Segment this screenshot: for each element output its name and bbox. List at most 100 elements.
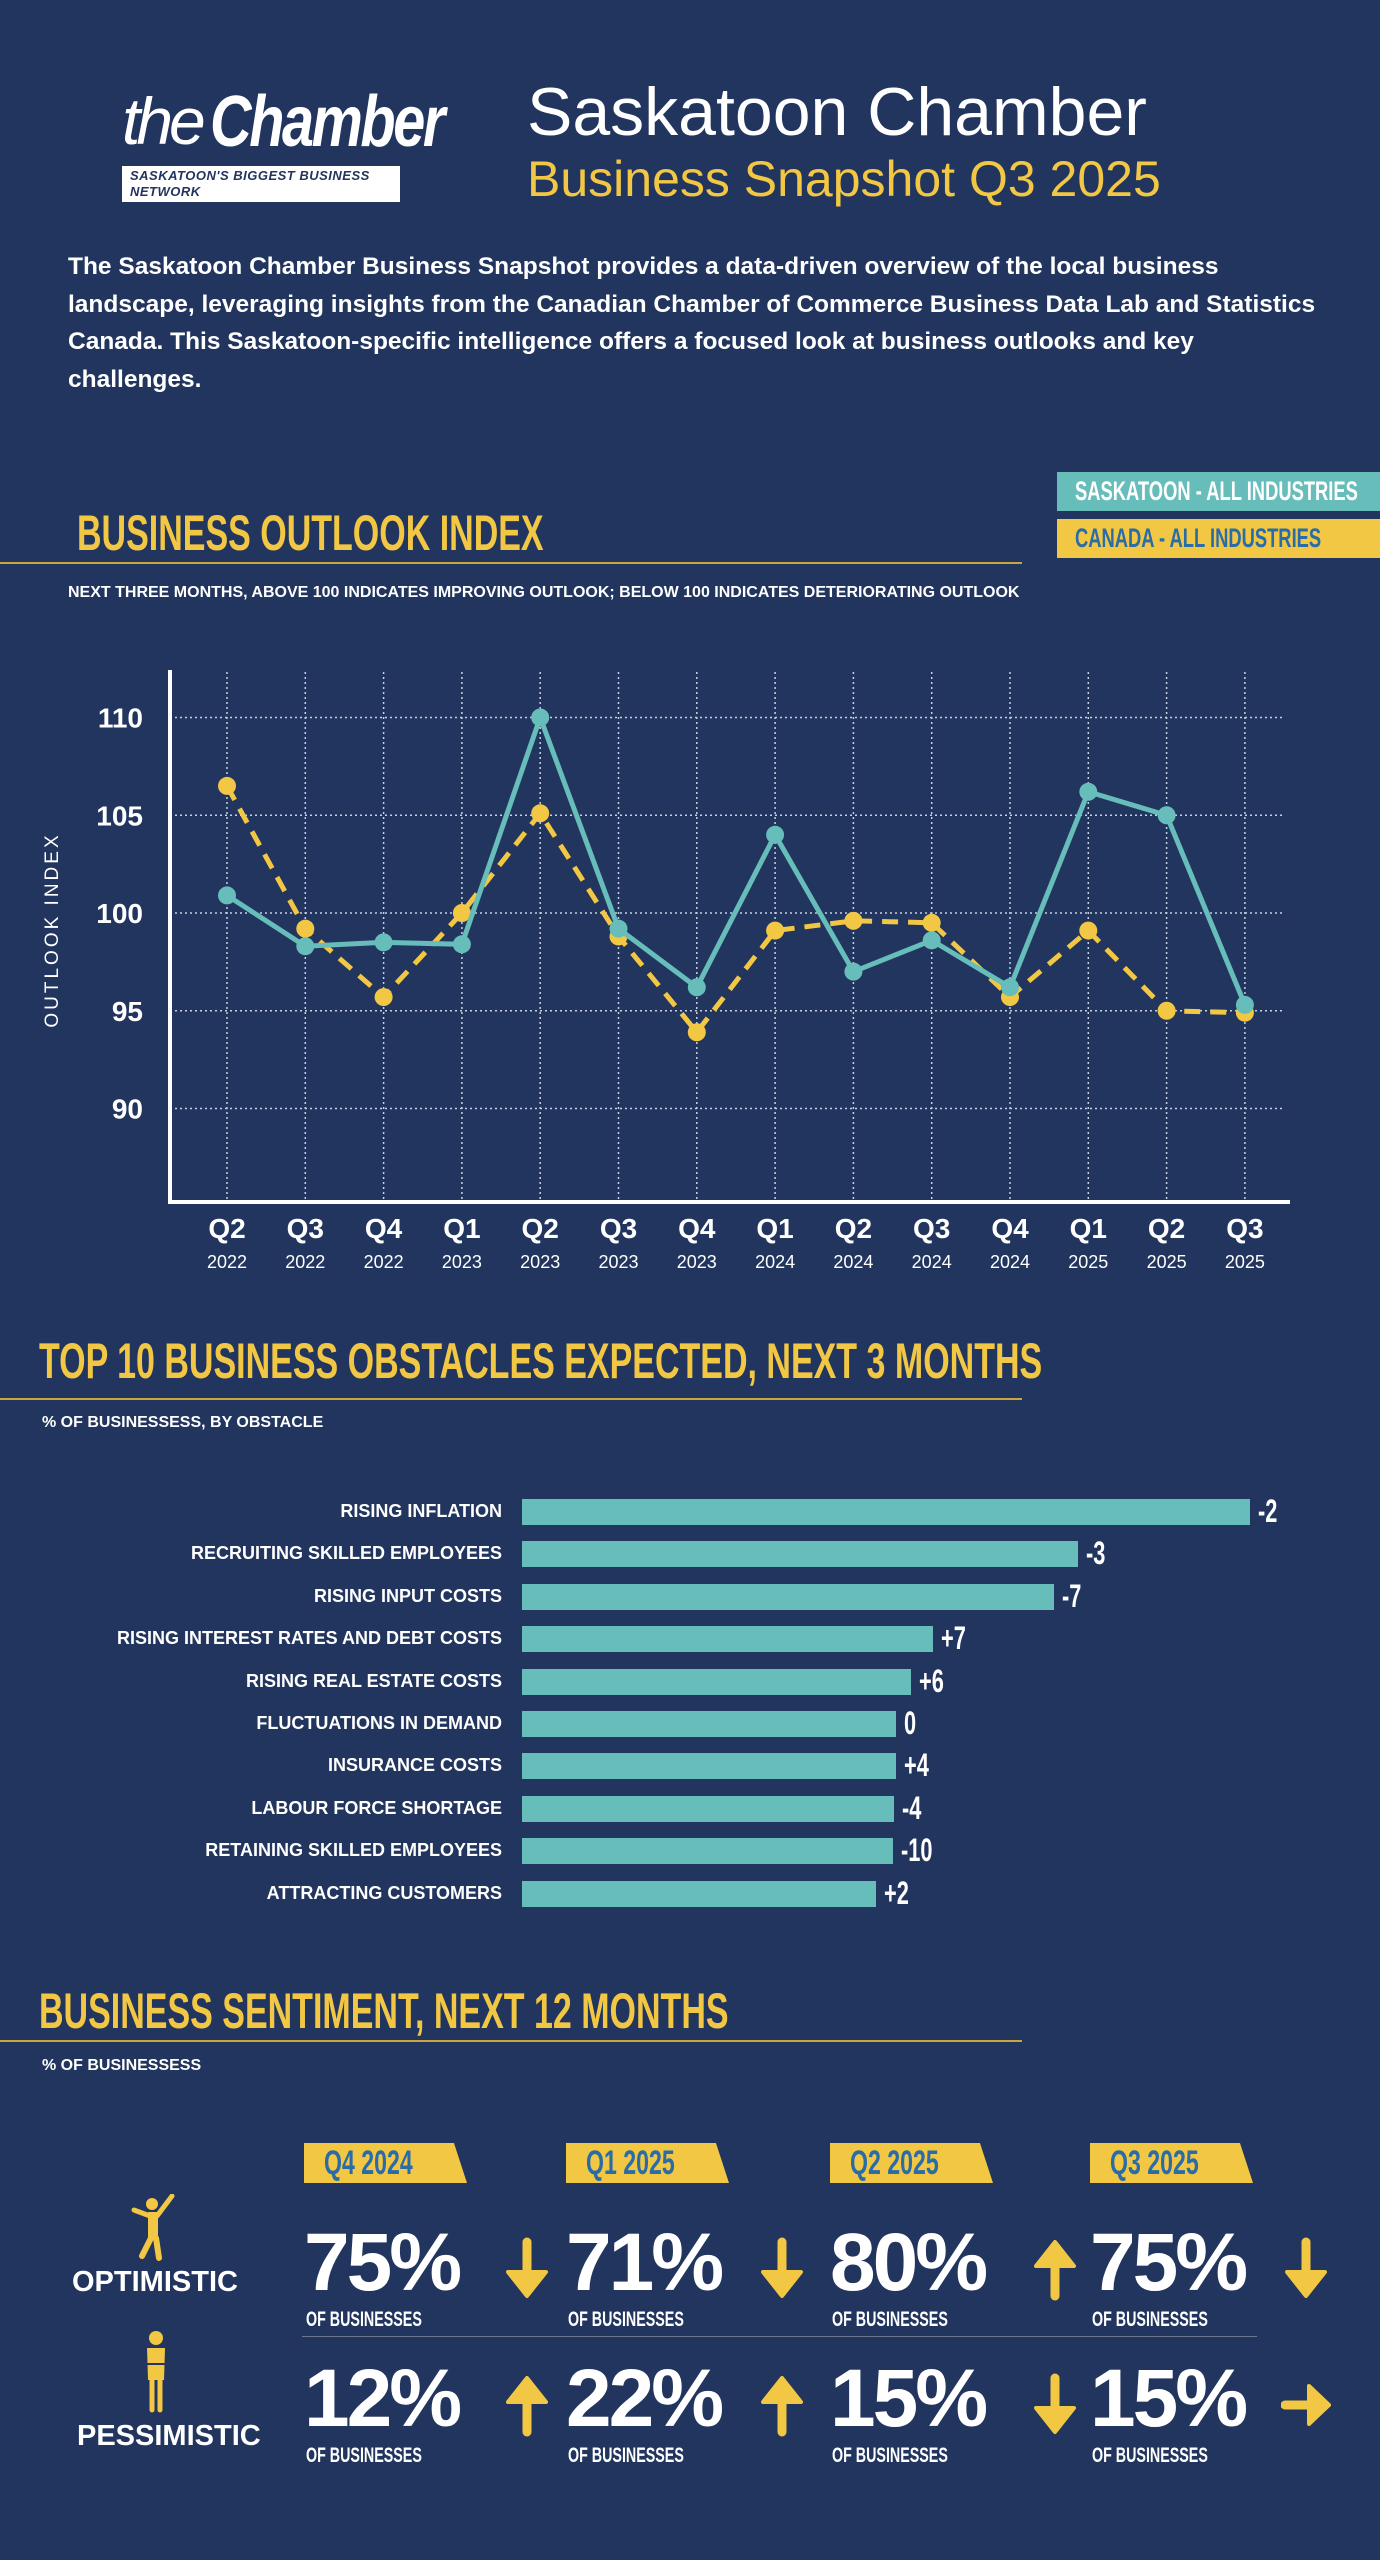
x-tick-quarter: Q3 [1226, 1213, 1263, 1244]
data-point-canada [531, 804, 550, 823]
obstacles-section-title: TOP 10 BUSINESS OBSTACLES EXPECTED, NEXT… [39, 1333, 1043, 1389]
x-tick-year: 2023 [442, 1252, 482, 1272]
data-point-canada [687, 1023, 706, 1042]
y-tick-label: 95 [112, 996, 143, 1027]
arrow-up-icon [761, 2376, 803, 2437]
sentiment-divider [302, 2336, 1257, 2337]
data-point-canada [766, 921, 785, 940]
bar-value-label: -3 [1086, 1535, 1106, 1572]
bar [522, 1880, 877, 1907]
y-tick-label: 105 [96, 800, 143, 831]
data-point-saskatoon [609, 919, 628, 938]
bar-value: -10 [901, 1834, 947, 1866]
section-divider [0, 2040, 1022, 2042]
of-businesses-label: OF BUSINESSES [306, 2444, 422, 2467]
bar-value-label: -10 [900, 1832, 933, 1869]
bar-category-label: LABOUR FORCE SHORTAGE [251, 1797, 502, 1818]
y-tick-label: 90 [112, 1094, 143, 1125]
x-tick-quarter: Q1 [443, 1213, 480, 1244]
of-businesses-label: OF BUSINESSES [1092, 2308, 1208, 2331]
data-point-canada [218, 776, 236, 795]
logo-tagline: SASKATOON'S BIGGEST BUSINESS NETWORK [122, 166, 400, 202]
data-point-saskatoon [374, 933, 393, 952]
x-tick-year: 2025 [1068, 1252, 1108, 1272]
sentiment-percent: 71% [566, 2217, 724, 2308]
chamber-logo: the Chamber SASKATOON'S BIGGEST BUSINESS … [122, 86, 445, 202]
data-point-saskatoon [1079, 782, 1098, 801]
sentiment-percent: 80% [830, 2217, 988, 2308]
x-tick-year: 2024 [912, 1252, 952, 1272]
bar-value-label: -7 [1061, 1577, 1081, 1614]
y-axis-label: OUTLOOK INDEX [42, 832, 63, 1027]
bar-value: -7 [1062, 1580, 1090, 1612]
data-point-canada [296, 919, 315, 938]
x-tick-year: 2022 [207, 1252, 247, 1272]
intro-paragraph: The Saskatoon Chamber Business Snapshot … [68, 253, 1316, 393]
x-tick-quarter: Q2 [1148, 1213, 1185, 1244]
x-tick-year: 2023 [520, 1252, 560, 1272]
sentiment-percent: 15% [830, 2353, 988, 2444]
bar-value-label: +2 [884, 1874, 910, 1911]
data-point-canada [452, 904, 471, 922]
bar-category-label: FLUCTUATIONS IN DEMAND [256, 1713, 502, 1733]
bar-category-label: RISING INTEREST RATES AND DEBT COSTS [116, 1628, 502, 1649]
arrow-down-icon [1285, 2237, 1327, 2298]
of-businesses-label: OF BUSINESSES [568, 2444, 684, 2467]
legend-label: CANADA - ALL INDUSTRIES [1075, 523, 1322, 553]
arrow-up-icon [506, 2376, 548, 2437]
page-title: Saskatoon Chamber [527, 74, 1147, 150]
data-point-saskatoon [922, 931, 941, 950]
x-tick-quarter: Q3 [287, 1213, 324, 1244]
bar [522, 1838, 893, 1865]
x-tick-year: 2024 [755, 1252, 795, 1272]
legend-label: SASKATOON - ALL INDUSTRIES [1075, 476, 1358, 506]
bar [522, 1499, 1250, 1525]
bar-value: -3 [1086, 1537, 1114, 1569]
series-line-canada [224, 784, 1245, 1037]
arrow-flat-icon [1281, 2384, 1331, 2426]
data-point-saskatoon [844, 962, 863, 981]
data-point-saskatoon [1001, 978, 1019, 997]
x-tick-year: 2023 [677, 1252, 717, 1272]
sentiment-percent: 22% [566, 2353, 724, 2444]
page-subtitle: Business Snapshot Q3 2025 [527, 151, 1161, 207]
data-point-saskatoon [218, 886, 236, 905]
of-businesses-label: OF BUSINESSES [1092, 2444, 1208, 2467]
series-line-saskatoon [225, 710, 1248, 1006]
x-tick-quarter: Q1 [756, 1213, 793, 1244]
bar-category-label: RISING INPUT COSTS [313, 1585, 502, 1606]
obstacles-subtitle: % OF BUSINESSESS, BY OBSTACLE [42, 1414, 324, 1431]
bar-category-label: RISING INFLATION [340, 1501, 502, 1521]
bar-value-label: 0 [903, 1705, 916, 1741]
data-point-canada [844, 911, 863, 930]
data-point-saskatoon [531, 708, 550, 727]
sentiment-percent: 15% [1090, 2353, 1248, 2444]
section-divider [0, 1398, 1022, 1400]
x-tick-quarter: Q4 [678, 1213, 716, 1244]
sentiment-section-title: BUSINESS SENTIMENT, NEXT 12 MONTHS [39, 1983, 729, 2039]
of-businesses-label: OF BUSINESSES [568, 2308, 684, 2331]
data-point-canada [374, 988, 393, 1007]
data-point-saskatoon [1157, 806, 1176, 825]
bar-category-label: ATTRACTING CUSTOMERS [266, 1882, 502, 1903]
logo-word-chamber: Chamber [210, 82, 445, 162]
bar-value-label: +6 [918, 1662, 944, 1699]
x-tick-quarter: Q2 [522, 1213, 559, 1244]
data-point-saskatoon [296, 937, 315, 956]
arrow-down-icon [761, 2237, 803, 2298]
quarter-tag: Q3 2025 [1090, 2143, 1253, 2183]
quarter-tag: Q4 2024 [304, 2143, 467, 2183]
data-point-saskatoon [1235, 995, 1254, 1014]
section-divider [0, 562, 1022, 564]
x-tick-year: 2025 [1225, 1252, 1265, 1272]
of-businesses-label: OF BUSINESSES [832, 2444, 948, 2467]
data-point-canada [922, 913, 941, 932]
arrow-down-icon [506, 2237, 548, 2298]
bar [522, 1753, 896, 1780]
bar-value: +4 [904, 1749, 940, 1781]
of-businesses-label: OF BUSINESSES [832, 2308, 948, 2331]
legend-saskatoon: SASKATOON - ALL INDUSTRIES [1057, 472, 1380, 511]
quarter-tag: Q1 2025 [566, 2143, 729, 2183]
bar-value: 0 [904, 1707, 922, 1739]
x-tick-year: 2022 [364, 1252, 404, 1272]
